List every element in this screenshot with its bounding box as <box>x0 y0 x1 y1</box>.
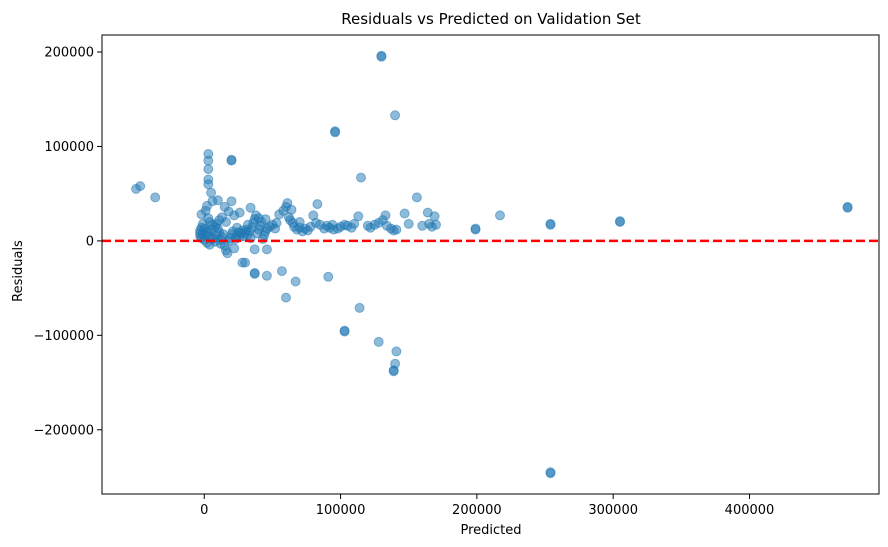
scatter-point <box>431 219 441 230</box>
scatter-point <box>390 110 401 121</box>
scatter-point <box>373 336 384 347</box>
scatter-point <box>206 187 217 198</box>
y-tick-label: 0 <box>86 234 94 249</box>
scatter-point <box>339 325 350 336</box>
scatter-point <box>203 164 214 175</box>
x-axis-label: Predicted <box>460 523 521 538</box>
scatter-point <box>429 211 440 222</box>
y-axis: −200000 −100000 0 100000 200000 <box>33 46 102 438</box>
scatter-point <box>391 346 402 357</box>
x-tick-label: 0 <box>200 503 208 518</box>
scatter-point <box>222 248 233 259</box>
x-axis: 0 100000 200000 300000 400000 <box>200 494 774 518</box>
x-tick-label: 100000 <box>316 503 366 518</box>
scatter-point <box>226 155 237 166</box>
y-tick-label: 200000 <box>44 46 94 61</box>
scatter-point <box>253 213 264 224</box>
points-layer <box>131 50 853 479</box>
scatter-point <box>249 268 260 279</box>
scatter-point <box>221 217 231 227</box>
scatter-point <box>203 155 214 166</box>
scatter-point <box>270 223 281 234</box>
scatter-point <box>229 210 240 221</box>
scatter-point <box>399 208 410 219</box>
scatter-point <box>249 244 260 255</box>
scatter-point <box>842 202 853 213</box>
scatter-point <box>312 199 323 210</box>
scatter-point <box>232 222 242 233</box>
scatter-point <box>203 179 214 190</box>
x-tick-label: 300000 <box>588 503 638 518</box>
scatter-point <box>545 468 556 479</box>
scatter-point <box>150 192 161 203</box>
scatter-point <box>356 172 366 183</box>
scatter-point <box>470 224 481 235</box>
scatter-point <box>353 211 364 222</box>
x-tick-label: 200000 <box>452 503 502 518</box>
scatter-point <box>495 210 505 221</box>
scatter-point <box>311 217 321 228</box>
scatter-point <box>346 222 357 233</box>
y-tick-label: 100000 <box>44 140 94 155</box>
scatter-point <box>380 210 391 221</box>
scatter-point <box>242 219 253 230</box>
y-tick-label: −100000 <box>33 329 94 344</box>
y-axis-label: Residuals <box>11 240 26 302</box>
scatter-point <box>545 219 556 230</box>
scatter-point <box>237 257 248 268</box>
scatter-point <box>417 220 428 231</box>
scatter-point <box>391 224 402 235</box>
plot-area-frame <box>101 34 880 495</box>
scatter-point <box>411 192 422 203</box>
scatter-point <box>294 217 305 227</box>
scatter-point <box>286 204 297 215</box>
scatter-point <box>245 202 256 213</box>
scatter-point <box>388 366 399 377</box>
scatter-point <box>229 243 240 254</box>
scatter-point <box>276 266 287 277</box>
scatter-point <box>212 195 223 206</box>
chart-title: Residuals vs Predicted on Validation Set <box>341 10 641 28</box>
scatter-point <box>330 127 341 138</box>
scatter-point <box>226 196 237 207</box>
scatter-point <box>381 220 392 231</box>
scatter-point <box>323 271 334 282</box>
scatter-point <box>135 181 146 192</box>
scatter-point <box>290 276 301 287</box>
scatter-point <box>615 216 625 227</box>
scatter-point <box>261 244 272 255</box>
scatter-point <box>261 270 272 281</box>
scatter-point <box>403 218 414 229</box>
y-tick-label: −200000 <box>33 423 94 438</box>
x-tick-label: 400000 <box>725 503 775 518</box>
scatter-point <box>354 302 365 313</box>
scatter-point <box>197 229 208 240</box>
scatter-point <box>362 220 373 231</box>
scatter-point <box>327 219 338 230</box>
scatter-point <box>376 51 387 62</box>
scatter-point <box>281 292 291 303</box>
